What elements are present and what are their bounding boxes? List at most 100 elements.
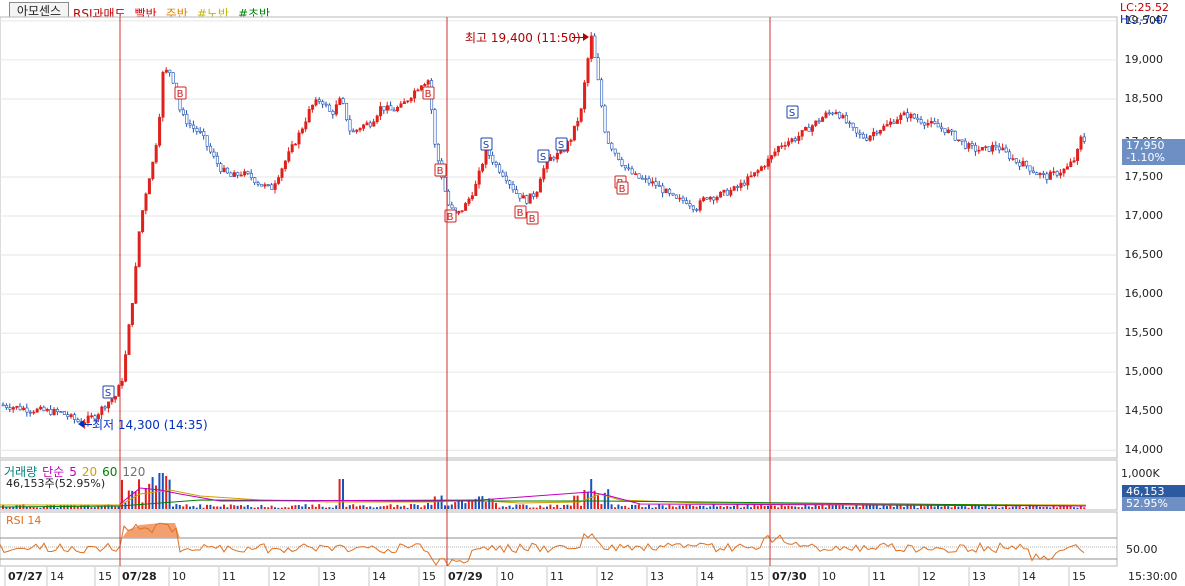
candle-body — [763, 165, 767, 168]
volume-bar — [903, 507, 905, 509]
sell-signal-icon: S — [102, 385, 115, 399]
volume-bar — [488, 498, 491, 509]
volume-bar — [855, 504, 858, 509]
volume-bar — [1008, 507, 1011, 509]
volume-bar — [637, 504, 640, 509]
volume-bar — [321, 506, 324, 509]
candle-body — [787, 141, 791, 146]
volume-bar — [185, 504, 188, 509]
time-tick-label: 07/29 — [448, 570, 483, 583]
candle-body — [96, 414, 100, 420]
candle-body — [977, 149, 981, 152]
candle-body — [651, 181, 655, 184]
candle-body — [572, 125, 576, 141]
candle-body — [110, 398, 114, 403]
price-tick-label: 14,000 — [1124, 443, 1164, 457]
volume-bar — [376, 507, 378, 509]
volume-bar — [906, 504, 909, 509]
candle-body — [215, 155, 219, 164]
volume-bar — [909, 505, 912, 509]
volume-bar — [705, 507, 708, 509]
volume-bar — [325, 507, 327, 509]
candle-body — [120, 380, 124, 386]
volume-bar — [736, 504, 739, 509]
candle-body — [107, 401, 111, 409]
volume-bar — [110, 505, 113, 509]
candle-body — [192, 124, 196, 129]
candle-body — [858, 132, 862, 135]
volume-bar — [957, 506, 960, 509]
volume-bar — [226, 507, 229, 509]
volume-bar — [838, 505, 841, 509]
candle-body — [134, 266, 138, 304]
candle-body — [130, 302, 134, 325]
candle-body — [647, 178, 651, 184]
candle-body — [685, 200, 689, 204]
candle-body — [283, 160, 287, 170]
candle-body — [518, 193, 522, 199]
volume-bar — [104, 505, 106, 509]
candle-body — [212, 151, 216, 157]
low-annotation: 최저 14,300 (14:35) — [92, 418, 208, 432]
volume-bar — [291, 505, 293, 509]
volume-bar — [1052, 505, 1055, 509]
candle-body — [535, 191, 539, 197]
volume-bar — [471, 501, 474, 509]
candle-body — [851, 122, 855, 128]
signal-label: B — [425, 89, 432, 100]
candle-body — [742, 182, 746, 186]
volume-bar — [614, 507, 616, 509]
volume-value: 46,153주(52.95%) — [6, 477, 106, 490]
candle-body — [940, 126, 944, 129]
volume-bar — [348, 505, 351, 509]
candle-body — [11, 407, 15, 410]
candle-body — [603, 105, 607, 133]
candle-body — [702, 197, 706, 202]
volume-bar — [243, 506, 246, 509]
candle-body — [467, 198, 471, 204]
candle-body — [382, 106, 386, 111]
volume-bar — [216, 506, 219, 509]
volume-bar — [450, 504, 453, 509]
volume-bar — [318, 504, 321, 509]
volume-bar — [90, 507, 93, 509]
time-tick-label: 07/30 — [772, 570, 807, 583]
time-tick-label: 07/28 — [122, 570, 157, 583]
volume-bar — [586, 491, 589, 509]
candle-body — [746, 176, 750, 186]
candle-body — [205, 135, 209, 147]
time-tick-label: 15 — [1072, 570, 1086, 583]
volume-bar — [886, 506, 888, 509]
candle-body — [229, 172, 233, 177]
volume-bar — [685, 504, 688, 509]
volume-bar — [311, 504, 314, 509]
volume-bar — [552, 507, 555, 509]
volume-bar — [260, 504, 263, 509]
candle-body — [59, 411, 63, 413]
candle-body — [936, 123, 940, 128]
volume-bar — [178, 504, 181, 509]
candle-body — [504, 175, 508, 182]
volume-bar — [501, 506, 504, 509]
volume-bar — [763, 505, 766, 509]
volume-bar — [93, 507, 96, 509]
volume-bar — [389, 504, 392, 509]
volume-bar — [342, 479, 344, 509]
candle-body — [674, 194, 678, 199]
candle-body — [831, 112, 835, 115]
candle-body — [171, 72, 175, 84]
volume-bar — [297, 505, 300, 509]
volume-bar — [974, 504, 977, 509]
candle-body — [827, 112, 831, 115]
candle-body — [1045, 173, 1049, 180]
volume-bar — [352, 504, 355, 509]
volume-bar — [70, 504, 72, 509]
volume-bar — [930, 505, 933, 509]
volume-bar — [773, 505, 776, 509]
candle-body — [569, 139, 573, 142]
volume-bar — [345, 506, 348, 509]
volume-legend-item: 120 — [122, 465, 146, 479]
volume-bar — [32, 506, 35, 509]
signal-label: B — [619, 184, 626, 195]
